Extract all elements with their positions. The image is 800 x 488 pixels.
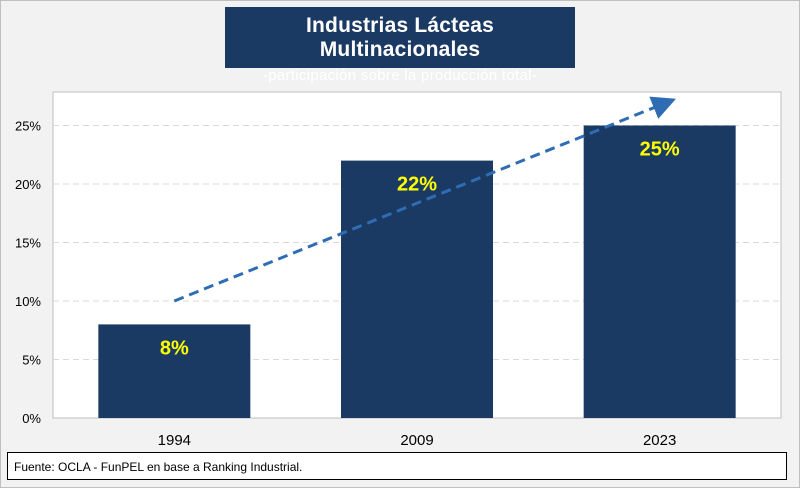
bar-2009 [341, 160, 493, 418]
x-tick-label: 2023 [643, 432, 676, 449]
source-note: Fuente: OCLA - FunPEL en base a Ranking … [7, 452, 787, 480]
y-tick-label: 0% [22, 411, 41, 426]
data-label: 8% [160, 337, 189, 359]
chart-title: Industrias Lácteas Multinacionales [305, 14, 494, 61]
title-box: Industrias Lácteas Multinacionales -part… [225, 7, 575, 84]
x-tick-label: 2009 [400, 432, 433, 449]
bar-1994 [98, 324, 251, 418]
bar-2023 [583, 125, 736, 418]
x-tick-label: 1994 [158, 432, 191, 449]
y-tick-label: 5% [22, 353, 41, 368]
y-tick-label: 20% [15, 177, 41, 192]
trend-arrow [173, 96, 677, 303]
y-tick-label: 25% [15, 119, 41, 134]
data-label: 25% [640, 139, 680, 161]
chart-subtitle: -participación sobre la producción total… [262, 67, 538, 84]
y-tick-label: 15% [15, 236, 41, 251]
data-label: 22% [397, 174, 437, 196]
y-tick-label: 10% [15, 294, 41, 309]
